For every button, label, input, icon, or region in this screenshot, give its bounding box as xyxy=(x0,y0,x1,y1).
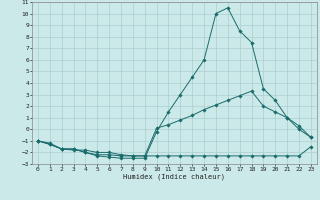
X-axis label: Humidex (Indice chaleur): Humidex (Indice chaleur) xyxy=(124,174,225,180)
